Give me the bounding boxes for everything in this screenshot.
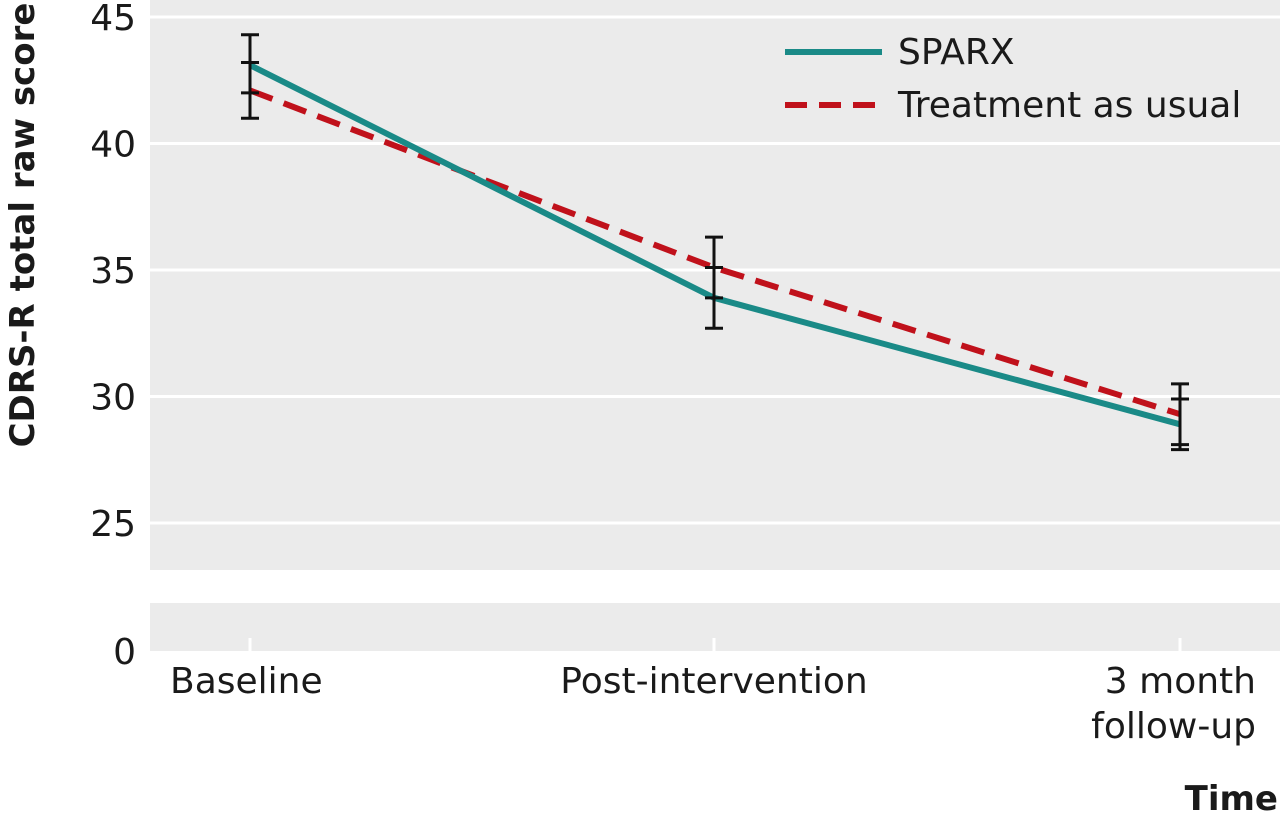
error-bars	[241, 33, 1189, 452]
x-axis-labels: Baseline Post-intervention 3 monthfollow-u…	[170, 661, 1256, 747]
y-axis-ticks: 0 25 30 35 40 45	[90, 0, 136, 673]
x-tick-label-0: Baseline	[170, 661, 323, 702]
x-tick-label-2-line-1: follow-up	[1091, 706, 1256, 747]
y-tick-label-35: 35	[90, 251, 136, 292]
x-axis-ticks	[248, 638, 1182, 651]
y-tick-label-0: 0	[113, 632, 136, 673]
legend: SPARX Treatment as usual	[785, 32, 1241, 126]
y-axis-title: CDRS-R total raw score	[3, 3, 43, 448]
legend-label-treatment-as-usual: Treatment as usual	[897, 85, 1241, 126]
y-tick-label-40: 40	[90, 125, 136, 166]
error-bar-treatment-as-usual-0	[241, 61, 259, 120]
x-tick-label-1: Post-intervention	[560, 661, 867, 702]
y-tick-label-30: 30	[90, 378, 136, 419]
x-tick-label-2-line-0: 3 month	[1105, 661, 1256, 702]
error-bar-treatment-as-usual-2	[1171, 382, 1189, 447]
error-bar-treatment-as-usual-1	[705, 235, 723, 300]
x-axis-title: Time	[1185, 779, 1278, 814]
legend-label-sparx: SPARX	[898, 32, 1015, 73]
y-tick-label-45: 45	[90, 0, 136, 39]
y-tick-label-25: 25	[90, 504, 136, 545]
series-line-treatment-as-usual	[248, 87, 1181, 418]
